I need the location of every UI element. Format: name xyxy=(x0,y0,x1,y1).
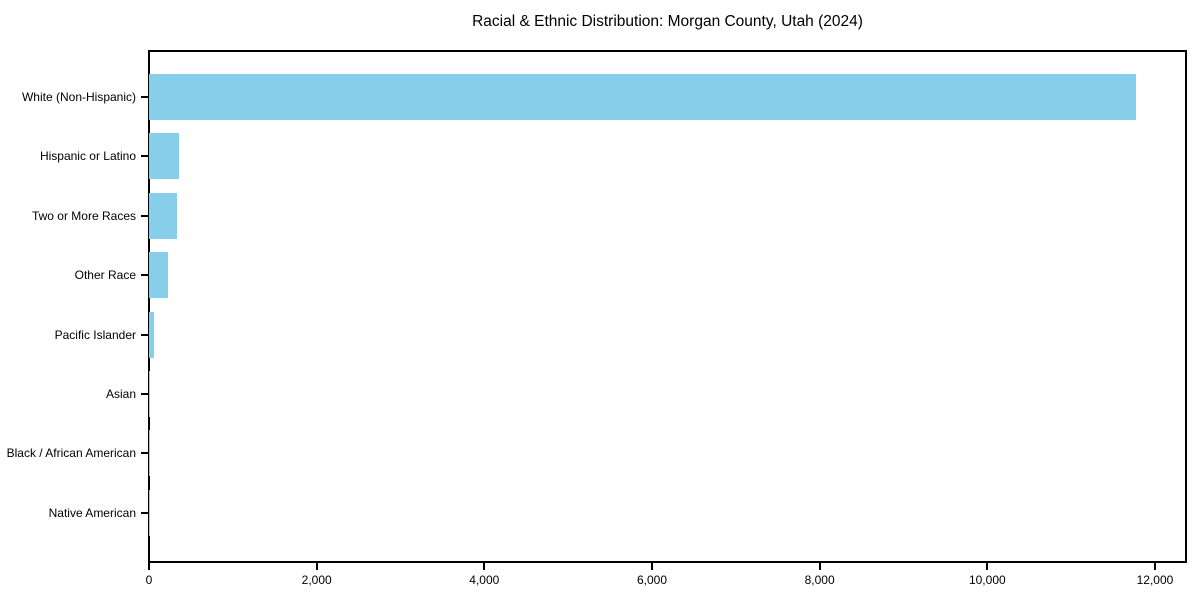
y-axis-label: Black / African American xyxy=(6,446,136,461)
y-axis-tick xyxy=(141,511,148,514)
x-axis-tick-label: 2,000 xyxy=(301,573,332,587)
y-axis-tick xyxy=(141,274,148,277)
chart-title: Racial & Ethnic Distribution: Morgan Cou… xyxy=(472,13,863,30)
y-axis-label: Native American xyxy=(48,505,136,520)
bar-white-non-hispanic xyxy=(149,74,1137,120)
y-axis-tick xyxy=(141,155,148,158)
x-axis-tick-label: 10,000 xyxy=(968,573,1006,587)
y-axis-label: Other Race xyxy=(74,268,136,283)
bar-two-or-more-races xyxy=(149,192,177,239)
y-axis-label: Hispanic or Latino xyxy=(39,149,136,164)
y-axis-label: Pacific Islander xyxy=(54,327,136,342)
x-axis-tick-label: 4,000 xyxy=(469,573,500,587)
axes-frame xyxy=(148,50,1187,563)
y-axis-tick xyxy=(141,452,148,455)
bar-pacific-islander xyxy=(149,311,154,358)
y-axis-label: Asian xyxy=(105,387,136,401)
bar-asian xyxy=(149,371,151,417)
y-axis-tick xyxy=(141,214,148,217)
x-axis-tick xyxy=(483,563,486,570)
x-axis-tick xyxy=(1153,563,1156,570)
x-axis-tick xyxy=(650,563,653,570)
y-axis-tick xyxy=(141,96,148,98)
x-axis-tick-label: 8,000 xyxy=(804,573,835,587)
x-axis-tick-label: 6,000 xyxy=(636,573,667,587)
x-axis-tick xyxy=(818,563,821,570)
y-axis-label: White (Non-Hispanic) xyxy=(21,90,136,104)
x-axis-tick xyxy=(148,563,150,570)
bar-other-race xyxy=(149,252,169,299)
y-axis-tick xyxy=(141,393,148,395)
y-axis-tick xyxy=(141,333,148,336)
y-axis-label: Two or More Races xyxy=(31,208,136,223)
x-axis-tick xyxy=(315,563,318,570)
x-axis-tick xyxy=(986,563,989,570)
plot-area: White (Non-Hispanic) Hispanic or Latino Tw… xyxy=(7,50,1187,587)
bar-hispanic-or-latino xyxy=(149,133,180,180)
x-axis-tick-label: 0 xyxy=(145,573,153,587)
x-axis-tick-label: 12,000 xyxy=(1136,573,1174,587)
